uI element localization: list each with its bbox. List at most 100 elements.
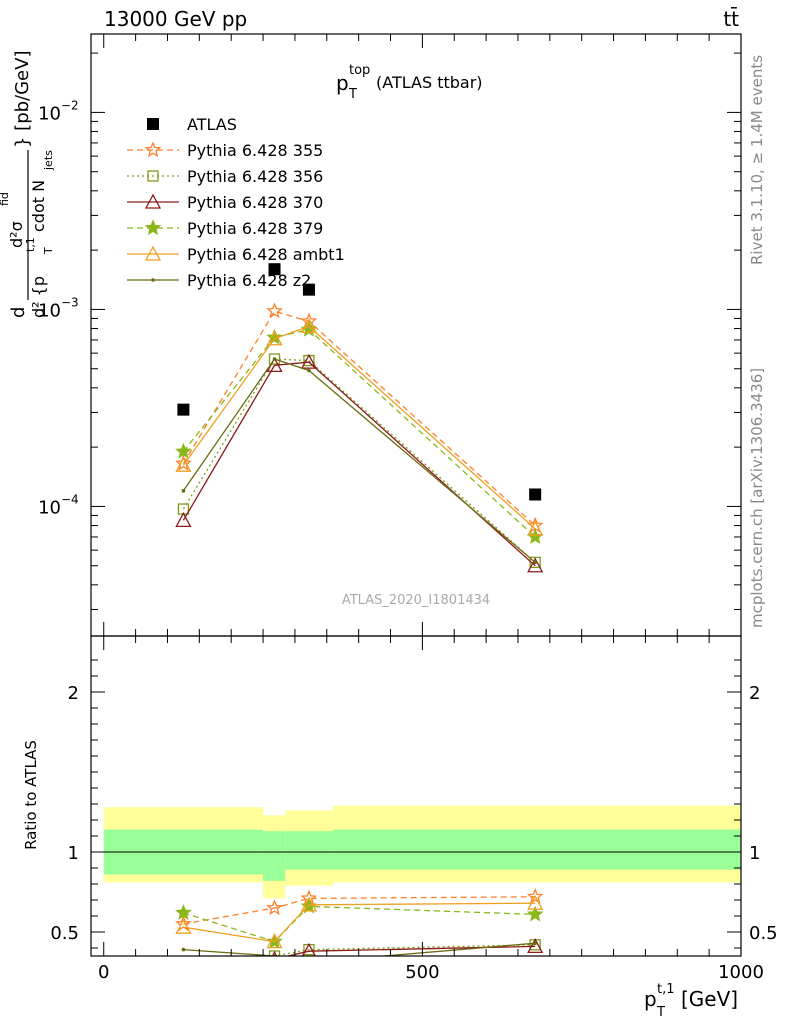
ratio-point-4 bbox=[527, 894, 544, 910]
ratio-point-0 bbox=[175, 915, 192, 932]
series-point-1 bbox=[268, 353, 281, 365]
xlabel-main: p bbox=[644, 987, 657, 1011]
ratio-point-2 bbox=[527, 938, 544, 954]
ratio-point-4 bbox=[266, 933, 283, 949]
ratio-point-5 bbox=[181, 947, 186, 952]
x-tick-label: 0 bbox=[98, 962, 109, 983]
ratio-point-4 bbox=[300, 896, 318, 912]
ratio-line-5 bbox=[183, 942, 536, 956]
ratio-series-group bbox=[175, 888, 544, 975]
ylabel-numerator-sup: fid bbox=[0, 192, 11, 206]
ylabel-denominator: d² {p bbox=[29, 276, 48, 318]
series-point-4 bbox=[300, 318, 318, 334]
uncertainty-band-inner bbox=[263, 831, 286, 881]
title-sub: T bbox=[348, 87, 357, 102]
legend-marker-1 bbox=[147, 170, 159, 182]
legend-label-3: Pythia 6.428 379 bbox=[187, 219, 323, 238]
series-point-4 bbox=[175, 456, 192, 472]
uncertainty-band-inner bbox=[285, 831, 334, 870]
atlas-data-point bbox=[268, 263, 281, 276]
series-point-2 bbox=[175, 511, 192, 527]
legend-marker-2 bbox=[144, 193, 162, 209]
legend-label-1: Pythia 6.428 356 bbox=[187, 167, 323, 186]
main-plot-title: p top T (ATLAS ttbar) bbox=[336, 63, 483, 102]
ratio-point-4 bbox=[175, 918, 192, 934]
ratio-point-3 bbox=[175, 904, 192, 920]
series-line-2 bbox=[182, 361, 536, 567]
xlabel-sup: t,1 bbox=[657, 982, 675, 997]
atlas-data-point bbox=[177, 403, 190, 416]
ratio-line-4 bbox=[183, 902, 536, 943]
ratio-y-tick-label-right: 0.5 bbox=[749, 923, 778, 944]
series-point-4 bbox=[266, 330, 283, 346]
xlabel-sub: T bbox=[656, 1005, 665, 1020]
ylabel-den-sup: t,1 bbox=[24, 237, 37, 252]
main-panel: 10−410−310−2 bbox=[38, 33, 742, 637]
ratio-y-tick-label: 1 bbox=[68, 843, 79, 864]
series-point-2 bbox=[300, 353, 318, 369]
ratio-y-tick-label: 2 bbox=[68, 683, 79, 704]
ylabel-d: d bbox=[8, 307, 29, 318]
xlabel: p T t,1 [GeV] bbox=[644, 982, 738, 1020]
ratio-y-tick-label: 0.5 bbox=[50, 923, 79, 944]
legend-marker-atlas bbox=[147, 118, 159, 130]
legend-label-0: Pythia 6.428 355 bbox=[187, 141, 323, 160]
title-main: p bbox=[336, 71, 349, 95]
analysis-label: ATLAS_2020_I1801434 bbox=[342, 593, 490, 608]
y-tick-label-exp: −4 bbox=[61, 492, 79, 506]
legend-label-2: Pythia 6.428 370 bbox=[187, 193, 323, 212]
ratio-panel: 0 500 1000 0.5 0.5 1 1 2 2 bbox=[50, 635, 778, 983]
ratio-point-2 bbox=[301, 942, 317, 956]
main-series-group bbox=[175, 302, 544, 573]
series-point-5 bbox=[533, 560, 537, 565]
legend-label-4: Pythia 6.428 ambt1 bbox=[187, 245, 345, 264]
source-label: mcplots.cern.ch [arXiv:1306.3436] bbox=[748, 368, 766, 628]
legend: ATLAS Pythia 6.428 355 Pythia 6.428 356 Pyt… bbox=[127, 115, 345, 290]
ylabel-den-sub2: jets bbox=[42, 150, 55, 171]
x-tick-label: 1000 bbox=[718, 962, 764, 983]
title-sup: top bbox=[349, 63, 370, 78]
x-tick-label: 500 bbox=[405, 962, 439, 983]
ratio-point-3 bbox=[526, 905, 544, 922]
series-point-5 bbox=[272, 357, 277, 361]
legend-marker-0 bbox=[144, 141, 162, 158]
series-line-3 bbox=[182, 328, 536, 538]
series-point-5 bbox=[181, 489, 186, 493]
atlas-data-point bbox=[529, 488, 542, 501]
ratio-line-2 bbox=[285, 945, 536, 956]
series-point-3 bbox=[175, 442, 192, 459]
atlas-data-point bbox=[302, 283, 315, 296]
ratio-point-0 bbox=[526, 888, 544, 904]
ratio-line-3 bbox=[183, 905, 536, 943]
ratio-frame bbox=[90, 635, 742, 957]
main-ylabel: d d²σ fid d² {p T t,1 cdot N jets } [pb/… bbox=[0, 51, 55, 318]
ratio-point-5 bbox=[307, 961, 311, 965]
y-tick-label-exp: −3 bbox=[61, 295, 79, 309]
series-point-5 bbox=[307, 368, 311, 373]
series-line-5 bbox=[182, 358, 536, 563]
series-point-2 bbox=[527, 557, 544, 573]
ylabel-den-sub: T bbox=[42, 247, 55, 255]
ratio-point-0 bbox=[266, 899, 283, 916]
uncertainty-band-inner bbox=[333, 829, 741, 870]
ratio-point-2 bbox=[176, 962, 190, 975]
legend-label-atlas: ATLAS bbox=[187, 115, 237, 134]
legend-label-5: Pythia 6.428 z2 bbox=[187, 271, 311, 290]
ylabel-numerator: d²σ bbox=[7, 221, 26, 248]
series-point-0 bbox=[266, 302, 283, 319]
series-line-0 bbox=[182, 310, 536, 526]
process-label: tt̄ bbox=[723, 6, 739, 31]
legend-marker-3 bbox=[144, 219, 162, 236]
ratio-point-5 bbox=[533, 941, 537, 945]
legend-marker-4 bbox=[144, 245, 162, 261]
y-tick-label-exp: −2 bbox=[61, 98, 79, 112]
ratio-y-tick-label-right: 1 bbox=[749, 843, 760, 864]
xlabel-units: [GeV] bbox=[681, 987, 738, 1011]
legend-marker-5 bbox=[151, 278, 155, 282]
title-rest: (ATLAS ttbar) bbox=[376, 73, 483, 92]
y-tick-label: 10 bbox=[38, 497, 61, 518]
y-tick-label: 10 bbox=[38, 300, 61, 321]
ratio-ylabel: Ratio to ATLAS bbox=[22, 740, 40, 850]
ratio-point-1 bbox=[178, 957, 188, 967]
